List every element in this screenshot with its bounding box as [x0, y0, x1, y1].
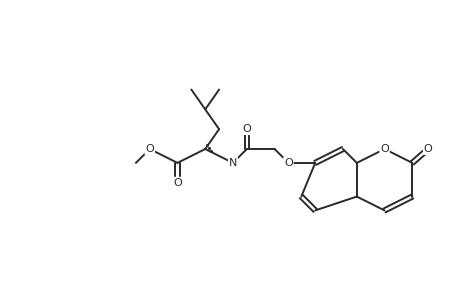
- Text: O: O: [423, 144, 431, 154]
- Text: O: O: [242, 124, 251, 134]
- Text: N: N: [228, 158, 237, 168]
- Text: O: O: [284, 158, 292, 168]
- Text: O: O: [145, 144, 154, 154]
- Text: O: O: [379, 144, 388, 154]
- Text: O: O: [173, 178, 181, 188]
